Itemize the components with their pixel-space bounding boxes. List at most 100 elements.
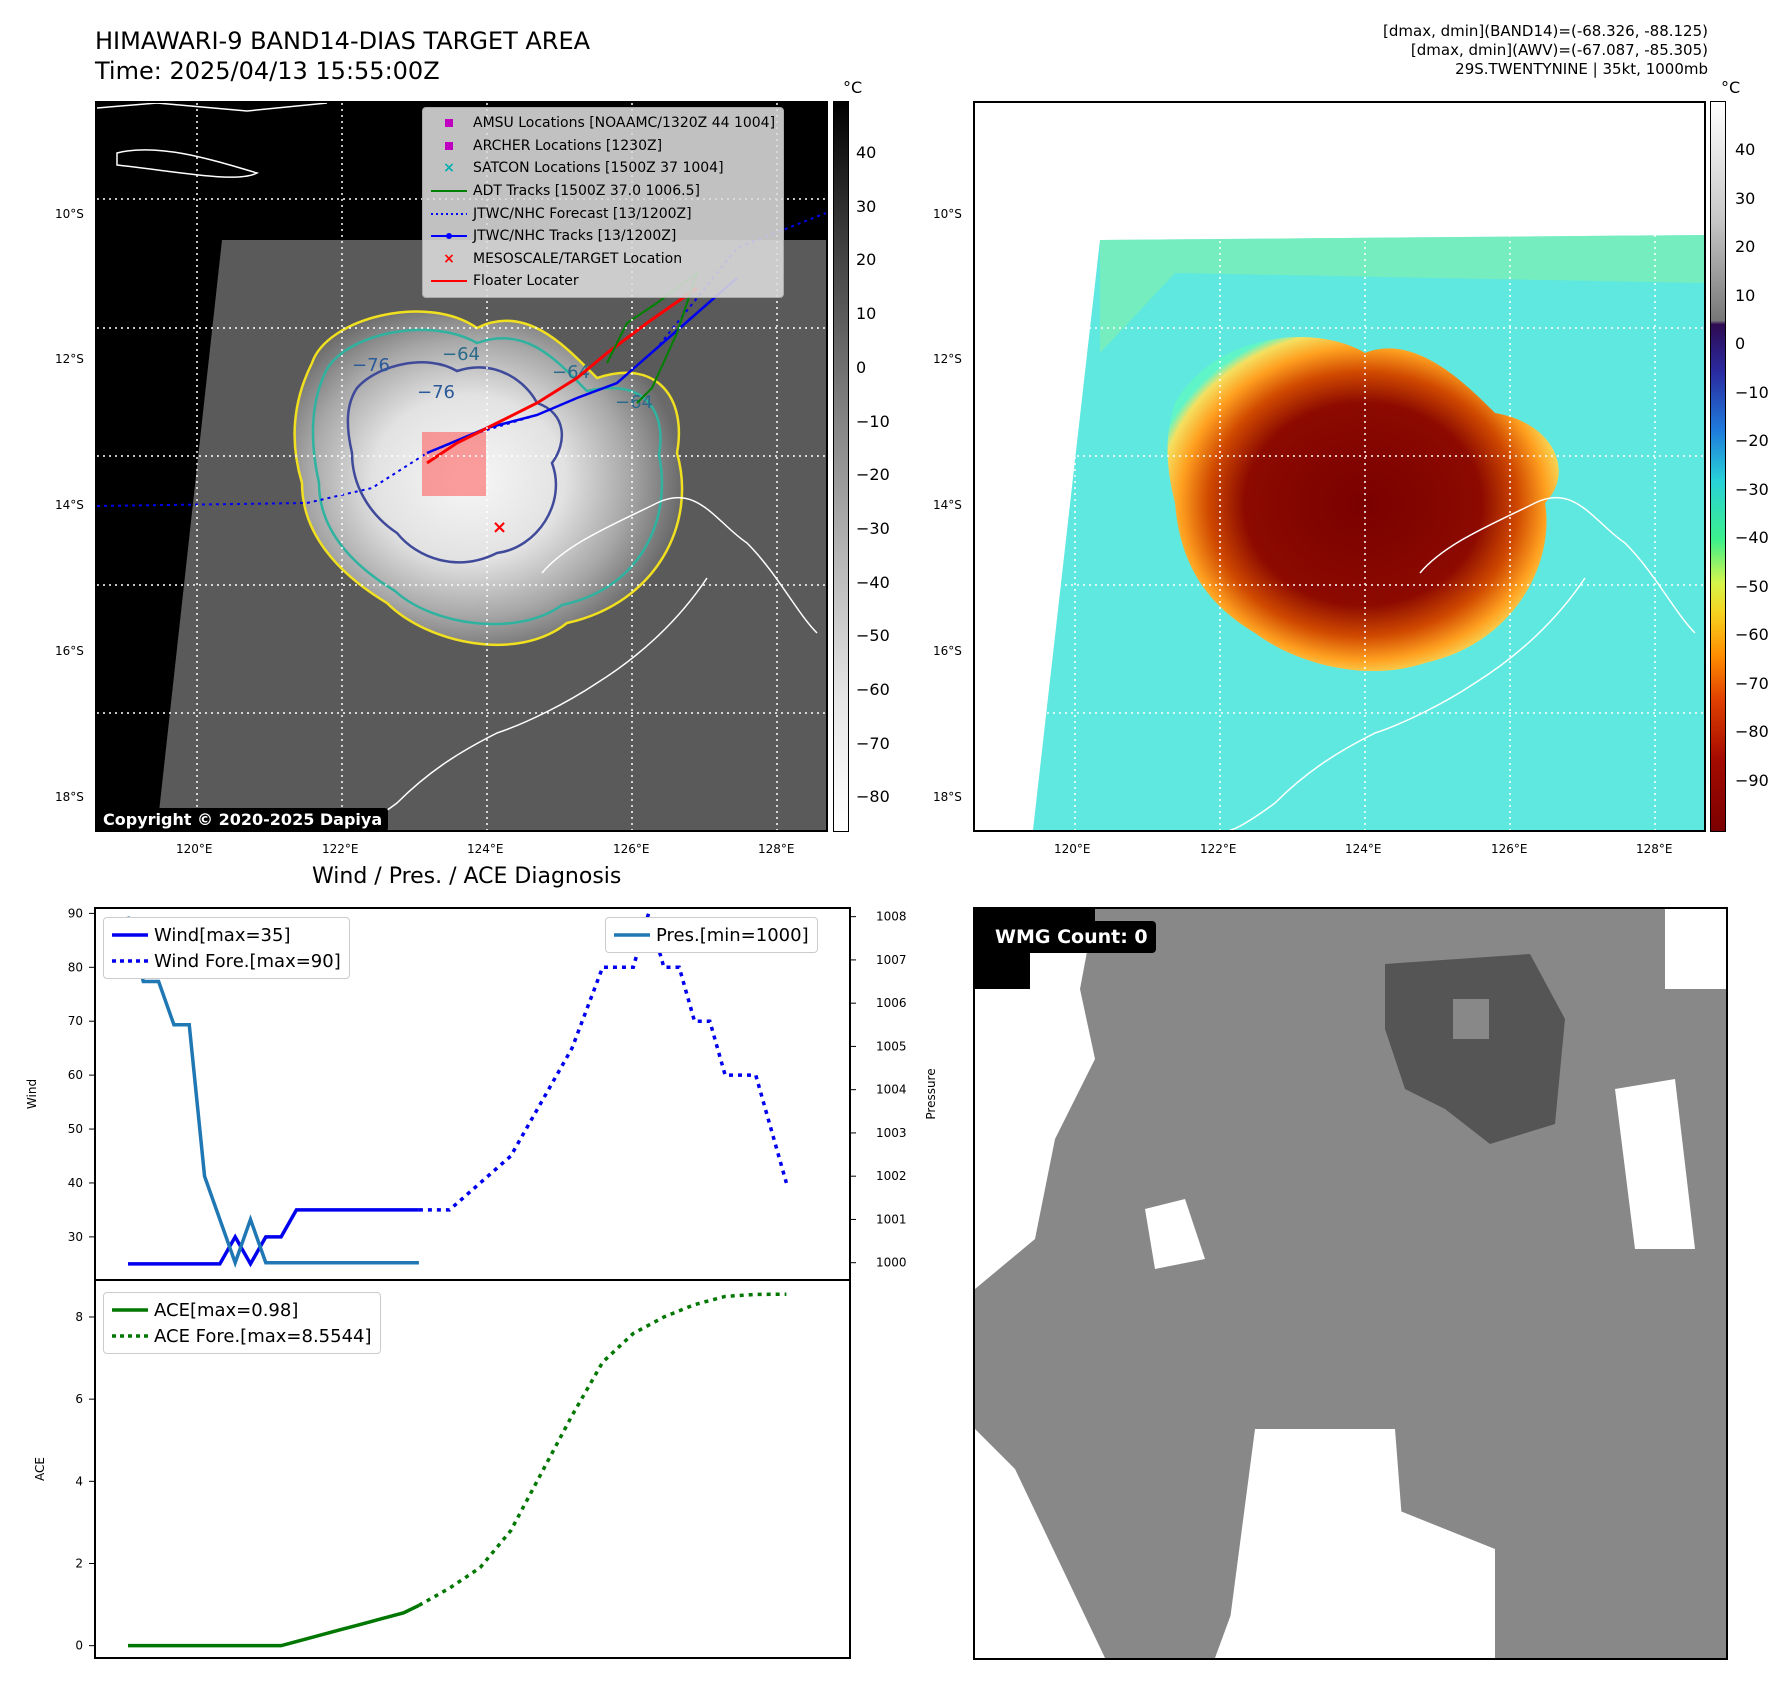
line-icon — [431, 190, 467, 193]
lon-label: 122°E — [1200, 842, 1237, 856]
line-dot-icon — [431, 233, 467, 240]
line-icon — [614, 933, 650, 937]
legend-item: ADT Tracks [1500Z 37.0 1006.5] — [431, 180, 775, 203]
colorbar-tick: −50 — [856, 626, 890, 646]
lon-label: 124°E — [1345, 842, 1382, 856]
legend-item: Floater Locater — [431, 270, 775, 293]
lon-label: 122°E — [322, 842, 359, 856]
wmg-dark-region — [1385, 954, 1565, 1144]
y-tick-label: 70 — [68, 1014, 83, 1028]
y-axis-label: Wind — [25, 1079, 39, 1109]
y-tick-label: 40 — [68, 1176, 83, 1190]
line-icon — [112, 933, 148, 937]
y2-tick-label: 1007 — [876, 953, 907, 967]
y2-tick-label: 1003 — [876, 1126, 907, 1140]
y-tick-label: 30 — [68, 1230, 83, 1244]
colorbar-unit: °C — [843, 78, 863, 97]
wmg-count-badge: WMG Count: 0 — [987, 921, 1156, 953]
colorbar-tick: −70 — [1735, 673, 1769, 693]
lon-label: 120°E — [1054, 842, 1091, 856]
copyright-badge: Copyright © 2020-2025 Dapiya — [97, 808, 389, 831]
y2-tick-label: 1002 — [876, 1169, 907, 1183]
colorbar-tick: 20 — [1735, 237, 1756, 256]
mesoscale-marker: × — [492, 517, 507, 538]
series-line — [128, 1603, 420, 1648]
series-line — [128, 1208, 419, 1268]
lat-label: 10°S — [55, 207, 84, 221]
y-tick-label: 2 — [75, 1557, 83, 1571]
legend-item: × SATCON Locations [1500Z 37 1004] — [431, 157, 775, 180]
storm-info: 29S.TWENTYNINE | 35kt, 1000mb — [1455, 60, 1708, 78]
lat-label: 10°S — [933, 207, 962, 221]
contour-label: −64 — [442, 344, 480, 365]
lat-label: 16°S — [933, 644, 962, 658]
lon-label: 124°E — [467, 842, 504, 856]
square-marker-icon — [445, 119, 453, 128]
colorbar-tick: 0 — [856, 357, 867, 377]
pressure-legend: Pres.[min=1000] — [605, 917, 818, 953]
contour-mid — [311, 328, 664, 626]
awv-map-svg — [975, 103, 1704, 830]
y-tick-label: 0 — [75, 1639, 83, 1653]
x-marker-icon: × — [443, 250, 455, 267]
colorbar-tick: −60 — [856, 680, 890, 699]
contour-label: −64 — [615, 392, 653, 413]
legend-item: × MESOSCALE/TARGET Location — [431, 248, 775, 271]
legend-item: ACE Fore.[max=8.5544] — [112, 1323, 372, 1349]
contour-label: −76 — [352, 355, 390, 376]
y-axis-label: ACE — [33, 1457, 47, 1481]
legend-item: Wind[max=35] — [112, 922, 341, 948]
ace-legend: ACE[max=0.98] ACE Fore.[max=8.5544] — [103, 1292, 381, 1354]
colorbar-tick: −60 — [1735, 625, 1769, 644]
map-grid — [975, 103, 1704, 830]
y-tick-label: 6 — [75, 1392, 83, 1406]
awv-color-map — [973, 101, 1706, 832]
line-icon — [112, 1308, 148, 1312]
wmg-white-patch — [1225, 1429, 1405, 1658]
wmg-white-patch — [1145, 1199, 1205, 1269]
lat-label: 14°S — [55, 498, 84, 512]
colorbar-tick: −90 — [1735, 770, 1769, 790]
colorbar-tick: −30 — [1735, 479, 1769, 499]
y-tick-label: 90 — [68, 906, 83, 920]
colorbar-tick: −50 — [1735, 576, 1769, 596]
contour-label: −64 — [552, 362, 590, 383]
lon-label: 126°E — [1491, 842, 1528, 856]
lat-label: 16°S — [55, 644, 84, 658]
series-line — [418, 906, 789, 1212]
colorbar-tick: −40 — [1735, 528, 1769, 547]
y2-tick-label: 1008 — [876, 910, 907, 924]
colorbar-tick: −70 — [856, 733, 890, 753]
lon-label: 120°E — [176, 842, 213, 856]
colorbar-tick: −40 — [856, 572, 890, 592]
colorbar-tick: −10 — [856, 411, 890, 431]
dotted-line-icon — [112, 1334, 148, 1338]
legend-item: JTWC/NHC Forecast [13/1200Z] — [431, 202, 775, 225]
colorbar-tick: 10 — [856, 304, 877, 324]
line-icon — [431, 280, 467, 283]
lat-label: 18°S — [55, 790, 84, 804]
coastline — [351, 496, 818, 830]
y-tick-label: 4 — [75, 1474, 83, 1488]
wmg-white-patch — [1615, 1079, 1695, 1249]
series-line — [418, 1292, 787, 1607]
contour-inner — [346, 361, 564, 564]
forecast-track — [97, 212, 826, 507]
band14-range: [dmax, dmin](BAND14)=(-68.326, -88.125) — [1383, 22, 1708, 40]
title-text: HIMAWARI-9 BAND14-DIAS TARGET AREA — [95, 27, 591, 55]
y-tick-label: 50 — [68, 1122, 83, 1136]
contour-label: −76 — [417, 382, 455, 403]
lat-label: 12°S — [55, 352, 84, 366]
awv-colorbar — [1710, 101, 1726, 832]
legend-item: ACE[max=0.98] — [112, 1297, 372, 1323]
lat-label: 18°S — [933, 790, 962, 804]
legend-item: AMSU Locations [NOAAMC/1320Z 44 1004] — [431, 112, 775, 135]
figure-title: HIMAWARI-9 BAND14-DIAS TARGET AREA Time:… — [95, 26, 590, 86]
y2-tick-label: 1005 — [876, 1039, 907, 1053]
wmg-panel — [973, 907, 1728, 1660]
legend-item: JTWC/NHC Tracks [13/1200Z] — [431, 225, 775, 248]
colorbar-tick: 30 — [856, 196, 877, 216]
lat-label: 14°S — [933, 498, 962, 512]
ace-plot-frame — [94, 1279, 851, 1659]
colorbar-tick: 20 — [856, 250, 877, 270]
